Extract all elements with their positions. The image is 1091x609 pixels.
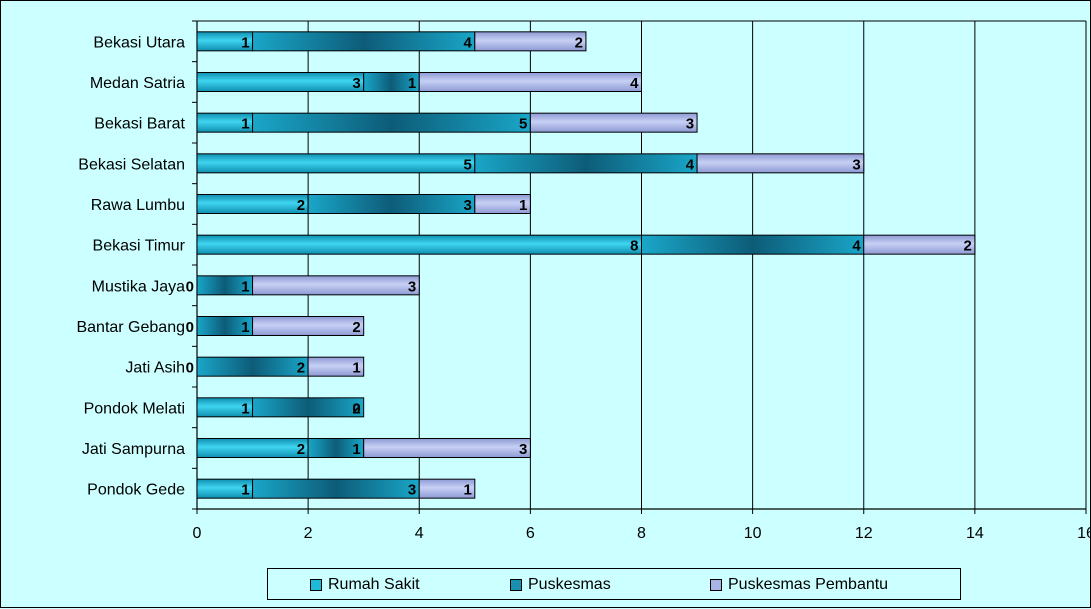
data-label-puskesmas: 3: [463, 197, 471, 214]
bar-puskesmas-pembantu: [252, 275, 420, 296]
bar-puskesmas: [252, 478, 420, 499]
data-label-puskesmas: 1: [352, 441, 360, 458]
data-label-puskesmas-pembantu: 2: [575, 34, 583, 51]
bar-puskesmas-pembantu: [529, 112, 698, 133]
data-label-rumah-sakit: 3: [352, 75, 360, 92]
data-label-rumah-sakit: 2: [297, 197, 305, 214]
data-label-puskesmas-pembantu: 3: [519, 441, 527, 458]
data-label-rumah-sakit: 8: [630, 238, 638, 255]
x-tick-label: 12: [855, 525, 873, 542]
data-label-rumah-sakit: 0: [186, 278, 194, 295]
data-label-rumah-sakit: 1: [241, 34, 249, 51]
bar-rumah-sakit: [196, 72, 365, 92]
legend-label-puskesmas: Puskesmas: [528, 576, 611, 593]
bar-puskesmas-pembantu: [418, 478, 476, 499]
category-label: Bekasi Selatan: [78, 156, 185, 173]
data-label-puskesmas-pembantu: 2: [964, 238, 972, 255]
legend-label-puskesmas-pembantu: Puskesmas Pembantu: [728, 576, 889, 593]
bar-puskesmas: [252, 397, 365, 418]
x-tick-label: 8: [637, 525, 646, 542]
bar-puskesmas-pembantu: [474, 31, 587, 52]
data-label-puskesmas-pembantu: 3: [408, 278, 416, 295]
bar-puskesmas: [196, 356, 309, 377]
data-label-puskesmas-pembantu: 1: [463, 482, 471, 499]
category-label: Bekasi Timur: [93, 238, 186, 255]
data-label-puskesmas: 3: [408, 482, 416, 499]
bar-puskesmas-pembantu: [418, 72, 642, 92]
data-label-puskesmas-pembantu: 0: [352, 400, 360, 417]
category-label: Pondok Melati: [84, 400, 185, 417]
data-label-puskesmas: 1: [408, 75, 416, 92]
data-label-puskesmas-pembantu: 2: [352, 319, 360, 336]
legend-label-rumah-sakit: Rumah Sakit: [328, 576, 420, 593]
data-label-puskesmas-pembantu: 4: [630, 75, 639, 92]
bar-rumah-sakit: [196, 234, 642, 255]
category-label: Pondok Gede: [87, 482, 185, 499]
bar-puskesmas-pembantu: [363, 438, 531, 458]
legend-item-puskesmas-pembantu: Puskesmas Pembantu: [710, 576, 888, 594]
data-label-puskesmas: 5: [519, 116, 527, 133]
data-label-puskesmas: 4: [686, 156, 695, 173]
bar-puskesmas: [641, 234, 865, 255]
data-label-puskesmas: 2: [297, 360, 305, 377]
data-label-puskesmas-pembantu: 1: [519, 197, 527, 214]
category-label: Mustika Jaya: [92, 278, 185, 295]
data-label-puskesmas: 1: [241, 319, 249, 336]
data-label-puskesmas-pembantu: 3: [852, 156, 860, 173]
x-tick-label: 0: [193, 525, 202, 542]
bar-puskesmas-pembantu: [696, 153, 865, 174]
data-label-puskesmas: 4: [852, 238, 861, 255]
data-label-puskesmas: 4: [463, 34, 472, 51]
category-label: Rawa Lumbu: [91, 197, 185, 214]
x-tick-label: 16: [1077, 525, 1091, 542]
legend: Rumah Sakit Puskesmas Puskesmas Pembantu: [267, 568, 961, 600]
x-tick-label: 6: [526, 525, 535, 542]
data-label-rumah-sakit: 1: [241, 116, 249, 133]
data-label-rumah-sakit: 1: [241, 400, 249, 417]
data-label-rumah-sakit: 0: [186, 319, 194, 336]
data-label-rumah-sakit: 2: [297, 441, 305, 458]
data-label-rumah-sakit: 0: [186, 360, 194, 377]
category-label: Jati Asih: [125, 360, 185, 377]
legend-swatch-puskesmas-pembantu: [710, 579, 722, 591]
bar-puskesmas: [252, 31, 476, 52]
bar-puskesmas-pembantu: [307, 356, 365, 377]
category-label: Jati Sampurna: [82, 441, 185, 458]
x-tick-label: 10: [744, 525, 762, 542]
category-label: Bantar Gebang: [76, 319, 185, 336]
legend-swatch-rumah-sakit: [310, 579, 322, 591]
data-label-rumah-sakit: 5: [463, 156, 471, 173]
legend-item-puskesmas: Puskesmas: [510, 576, 611, 594]
data-label-puskesmas-pembantu: 1: [352, 360, 360, 377]
x-tick-label: 2: [304, 525, 313, 542]
data-label-puskesmas-pembantu: 3: [686, 116, 694, 133]
x-tick-label: 14: [966, 525, 984, 542]
legend-swatch-puskesmas: [510, 579, 522, 591]
category-label: Medan Satria: [90, 75, 185, 92]
data-label-rumah-sakit: 1: [241, 482, 249, 499]
category-label: Bekasi Barat: [94, 116, 185, 133]
bar-puskesmas-pembantu: [252, 316, 365, 336]
data-label-puskesmas: 1: [241, 278, 249, 295]
category-label: Bekasi Utara: [93, 34, 185, 51]
bar-puskesmas: [252, 112, 531, 133]
bar-puskesmas-pembantu: [863, 234, 976, 255]
data-label-puskesmas: 2: [352, 400, 360, 417]
x-tick-label: 4: [415, 525, 424, 542]
bar-rumah-sakit: [196, 153, 476, 174]
bar-rumah-sakit: [196, 194, 309, 214]
bar-puskesmas: [307, 194, 476, 214]
bar-puskesmas-pembantu: [474, 194, 531, 214]
bar-rumah-sakit: [196, 438, 309, 458]
legend-item-rumah-sakit: Rumah Sakit: [310, 576, 420, 594]
bar-puskesmas: [474, 153, 698, 174]
